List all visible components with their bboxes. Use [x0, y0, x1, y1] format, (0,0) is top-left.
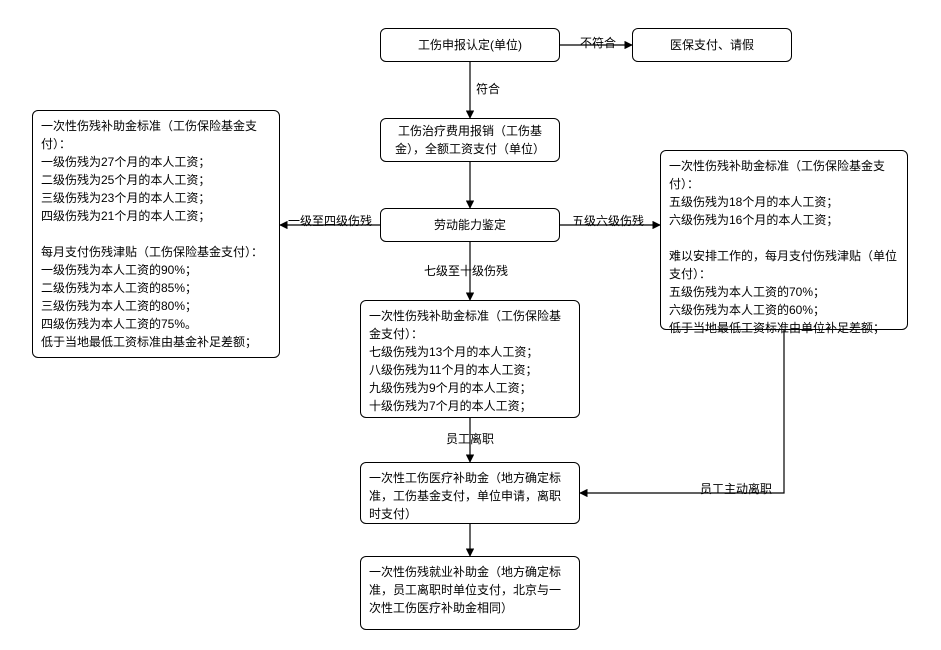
node-n-emp: 一次性伤残就业补助金（地方确定标准，员工离职时单位支付，北京与一次性工伤医疗补助… — [360, 556, 580, 630]
flowchart-canvas: 工伤申报认定(单位) 医保支付、请假工伤治疗费用报销（工伤基金），全额工资支付（单… — [0, 0, 941, 650]
edge-8 — [580, 330, 784, 493]
node-n-left: 一次性伤残补助金标准（工伤保险基金支付）： 一级伤残为27个月的本人工资； 二级… — [32, 110, 280, 358]
edge-label-0: 不符合 — [580, 34, 616, 51]
node-n-mid: 一次性伤残补助金标准（工伤保险基金支付）： 七级伤残为13个月的本人工资； 八级… — [360, 300, 580, 418]
node-n-assess: 劳动能力鉴定 — [380, 208, 560, 242]
edge-label-3: 一级至四级伤残 — [288, 212, 372, 229]
node-n-apply: 工伤申报认定(单位) — [380, 28, 560, 62]
edge-label-6: 员工离职 — [446, 430, 494, 447]
node-n-med: 一次性工伤医疗补助金（地方确定标准，工伤基金支付，单位申请，离职时支付） — [360, 462, 580, 524]
edge-label-5: 七级至十级伤残 — [424, 262, 508, 279]
edge-label-1: 符合 — [476, 80, 500, 97]
node-n-treat: 工伤治疗费用报销（工伤基金），全额工资支付（单位） — [380, 118, 560, 162]
node-n-right: 一次性伤残补助金标准（工伤保险基金支付）： 五级伤残为18个月的本人工资； 六级… — [660, 150, 908, 330]
edge-label-4: 五级六级伤残 — [572, 212, 644, 229]
edge-label-8: 员工主动离职 — [700, 480, 772, 497]
node-n-reject: 医保支付、请假 — [632, 28, 792, 62]
